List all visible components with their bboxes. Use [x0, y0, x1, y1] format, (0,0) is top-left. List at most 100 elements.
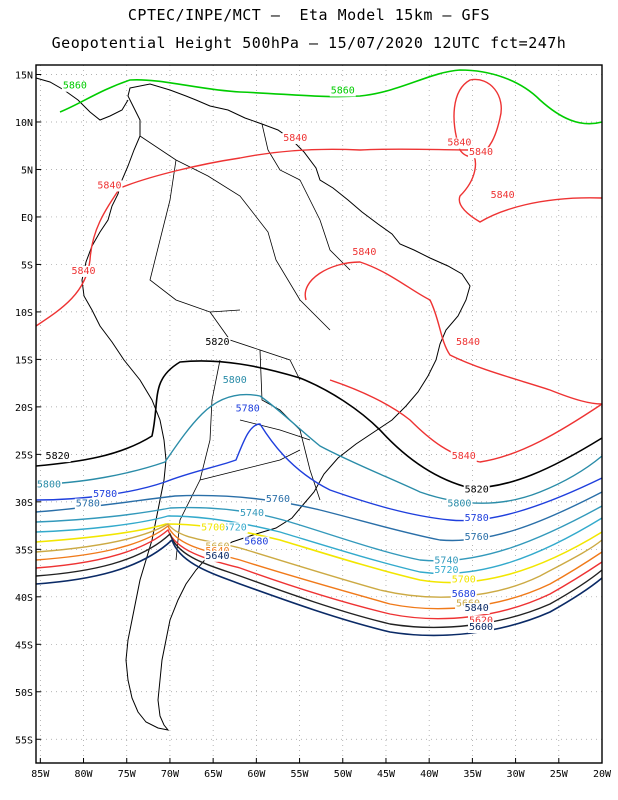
contour-label-bg	[446, 498, 473, 510]
contour-label-bg	[282, 132, 309, 144]
contour-label: 5780	[93, 489, 117, 500]
contour-label: 5820	[205, 337, 229, 348]
contour-label-bg	[468, 615, 495, 627]
lat-tick-label: EQ	[21, 213, 33, 224]
contour-label-bg	[74, 498, 101, 510]
lon-tick-label: 30W	[507, 769, 526, 780]
lon-tick-label: 60W	[247, 769, 266, 780]
contour-label-bg	[489, 189, 516, 201]
lat-tick-label: 15N	[15, 70, 33, 81]
contour-5680	[35, 523, 603, 598]
contour-label: 5860	[331, 85, 355, 96]
contour-5840-north	[35, 148, 603, 327]
central-america-coastline	[35, 77, 129, 121]
contour-5620	[35, 532, 603, 629]
contour-label: 5840	[469, 147, 493, 158]
contour-label: 5760	[465, 532, 489, 543]
contour-5800	[35, 393, 603, 504]
contour-label: 5800	[37, 480, 61, 491]
contour-label-bg	[70, 265, 97, 277]
chart-title-field: Geopotential Height 500hPa – 15/07/2020 …	[51, 34, 567, 52]
contour-5720	[35, 515, 603, 575]
contour-5780	[35, 423, 603, 522]
contour-label-bg	[204, 550, 231, 562]
lat-tick-label: 15S	[15, 355, 33, 366]
contour-label-bg	[329, 85, 356, 97]
contour-label-bg	[463, 484, 490, 496]
lat-tick-label: 30S	[15, 498, 33, 509]
contour-label-bg	[234, 403, 261, 415]
lat-tick-label: 20S	[15, 403, 33, 414]
chart-title-model: CPTEC/INPE/MCT – Eta Model 15km – GFS	[127, 6, 491, 24]
contour-label-bg	[96, 180, 123, 192]
contour-label-bg	[450, 451, 477, 463]
contour-5740	[35, 505, 603, 562]
contour-labels: 5860 5860 5840 5840 5840 5840 5840 5840 5840 5840…	[35, 80, 516, 634]
contour-label: 5860	[63, 81, 87, 92]
contour-label-bg	[61, 80, 88, 92]
contour-label: 5820	[465, 484, 489, 495]
contour-label: 5840	[352, 247, 376, 258]
contour-label-bg	[44, 451, 71, 463]
contour-label: 5840	[97, 180, 121, 191]
contour-label: 5640	[205, 551, 229, 562]
contour-label-bg	[455, 337, 482, 349]
lon-tick-label: 75W	[118, 769, 137, 780]
lon-tick-label: 50W	[334, 769, 353, 780]
map-frame	[35, 64, 603, 764]
contour-label: 5700	[201, 522, 225, 533]
contour-label-bg	[204, 337, 231, 349]
contour-label: 5800	[447, 499, 471, 510]
lon-tick-label: 45W	[377, 769, 396, 780]
lon-tick-label: 40W	[420, 769, 439, 780]
contour-label-bg	[446, 137, 473, 149]
contour-label: 5700	[452, 575, 476, 586]
lon-tick-label: 55W	[291, 769, 310, 780]
contour-label: 5820	[46, 451, 70, 462]
contour-label: 5840	[465, 603, 489, 614]
contour-label: 5740	[434, 556, 458, 567]
contour-label: 5800	[223, 375, 247, 386]
contour-label-bg	[463, 512, 490, 524]
contour-label-bg	[92, 489, 119, 501]
contour-label: 5840	[71, 266, 95, 277]
contour-label: 5720	[434, 565, 458, 576]
contour-label: 5760	[266, 494, 290, 505]
contour-label-bg	[35, 479, 62, 491]
south-america-coastline	[81, 83, 471, 731]
contour-label-bg	[239, 508, 266, 520]
contour-label: 5780	[76, 499, 100, 510]
contour-label: 5780	[236, 404, 260, 415]
contour-5840-south	[329, 379, 603, 463]
contour-label: 5840	[452, 451, 476, 462]
contour-5600	[35, 538, 603, 637]
lat-tick-label: 45S	[15, 640, 33, 651]
contour-label-bg	[463, 531, 490, 543]
contour-label: 5680	[452, 589, 476, 600]
contour-label: 5620	[469, 615, 493, 626]
contour-5840-amazon	[304, 261, 603, 405]
contour-label-bg	[221, 522, 248, 534]
contour-5700	[35, 523, 603, 584]
contour-5640	[35, 528, 603, 620]
contour-label-bg	[463, 603, 490, 615]
contour-label-bg	[450, 588, 477, 600]
contour-label-bg	[243, 536, 270, 548]
lon-tick-label: 25W	[550, 769, 569, 780]
lon-tick-label: 35W	[463, 769, 482, 780]
contour-5760	[35, 491, 603, 542]
contour-5860	[59, 69, 603, 125]
contour-label-bg	[264, 493, 291, 505]
contour-5660	[35, 524, 603, 610]
contour-label: 5780	[465, 513, 489, 524]
lat-tick-label: 55S	[15, 735, 33, 746]
lat-tick-label: 50S	[15, 688, 33, 699]
lon-tick-label: 20W	[593, 769, 612, 780]
contour-label-bg	[433, 555, 460, 567]
contour-label-bg	[433, 565, 460, 577]
lat-tick-label: 35S	[15, 545, 33, 556]
contour-label: 5840	[456, 337, 480, 348]
map-background	[36, 65, 602, 763]
contour-label: 5840	[283, 133, 307, 144]
